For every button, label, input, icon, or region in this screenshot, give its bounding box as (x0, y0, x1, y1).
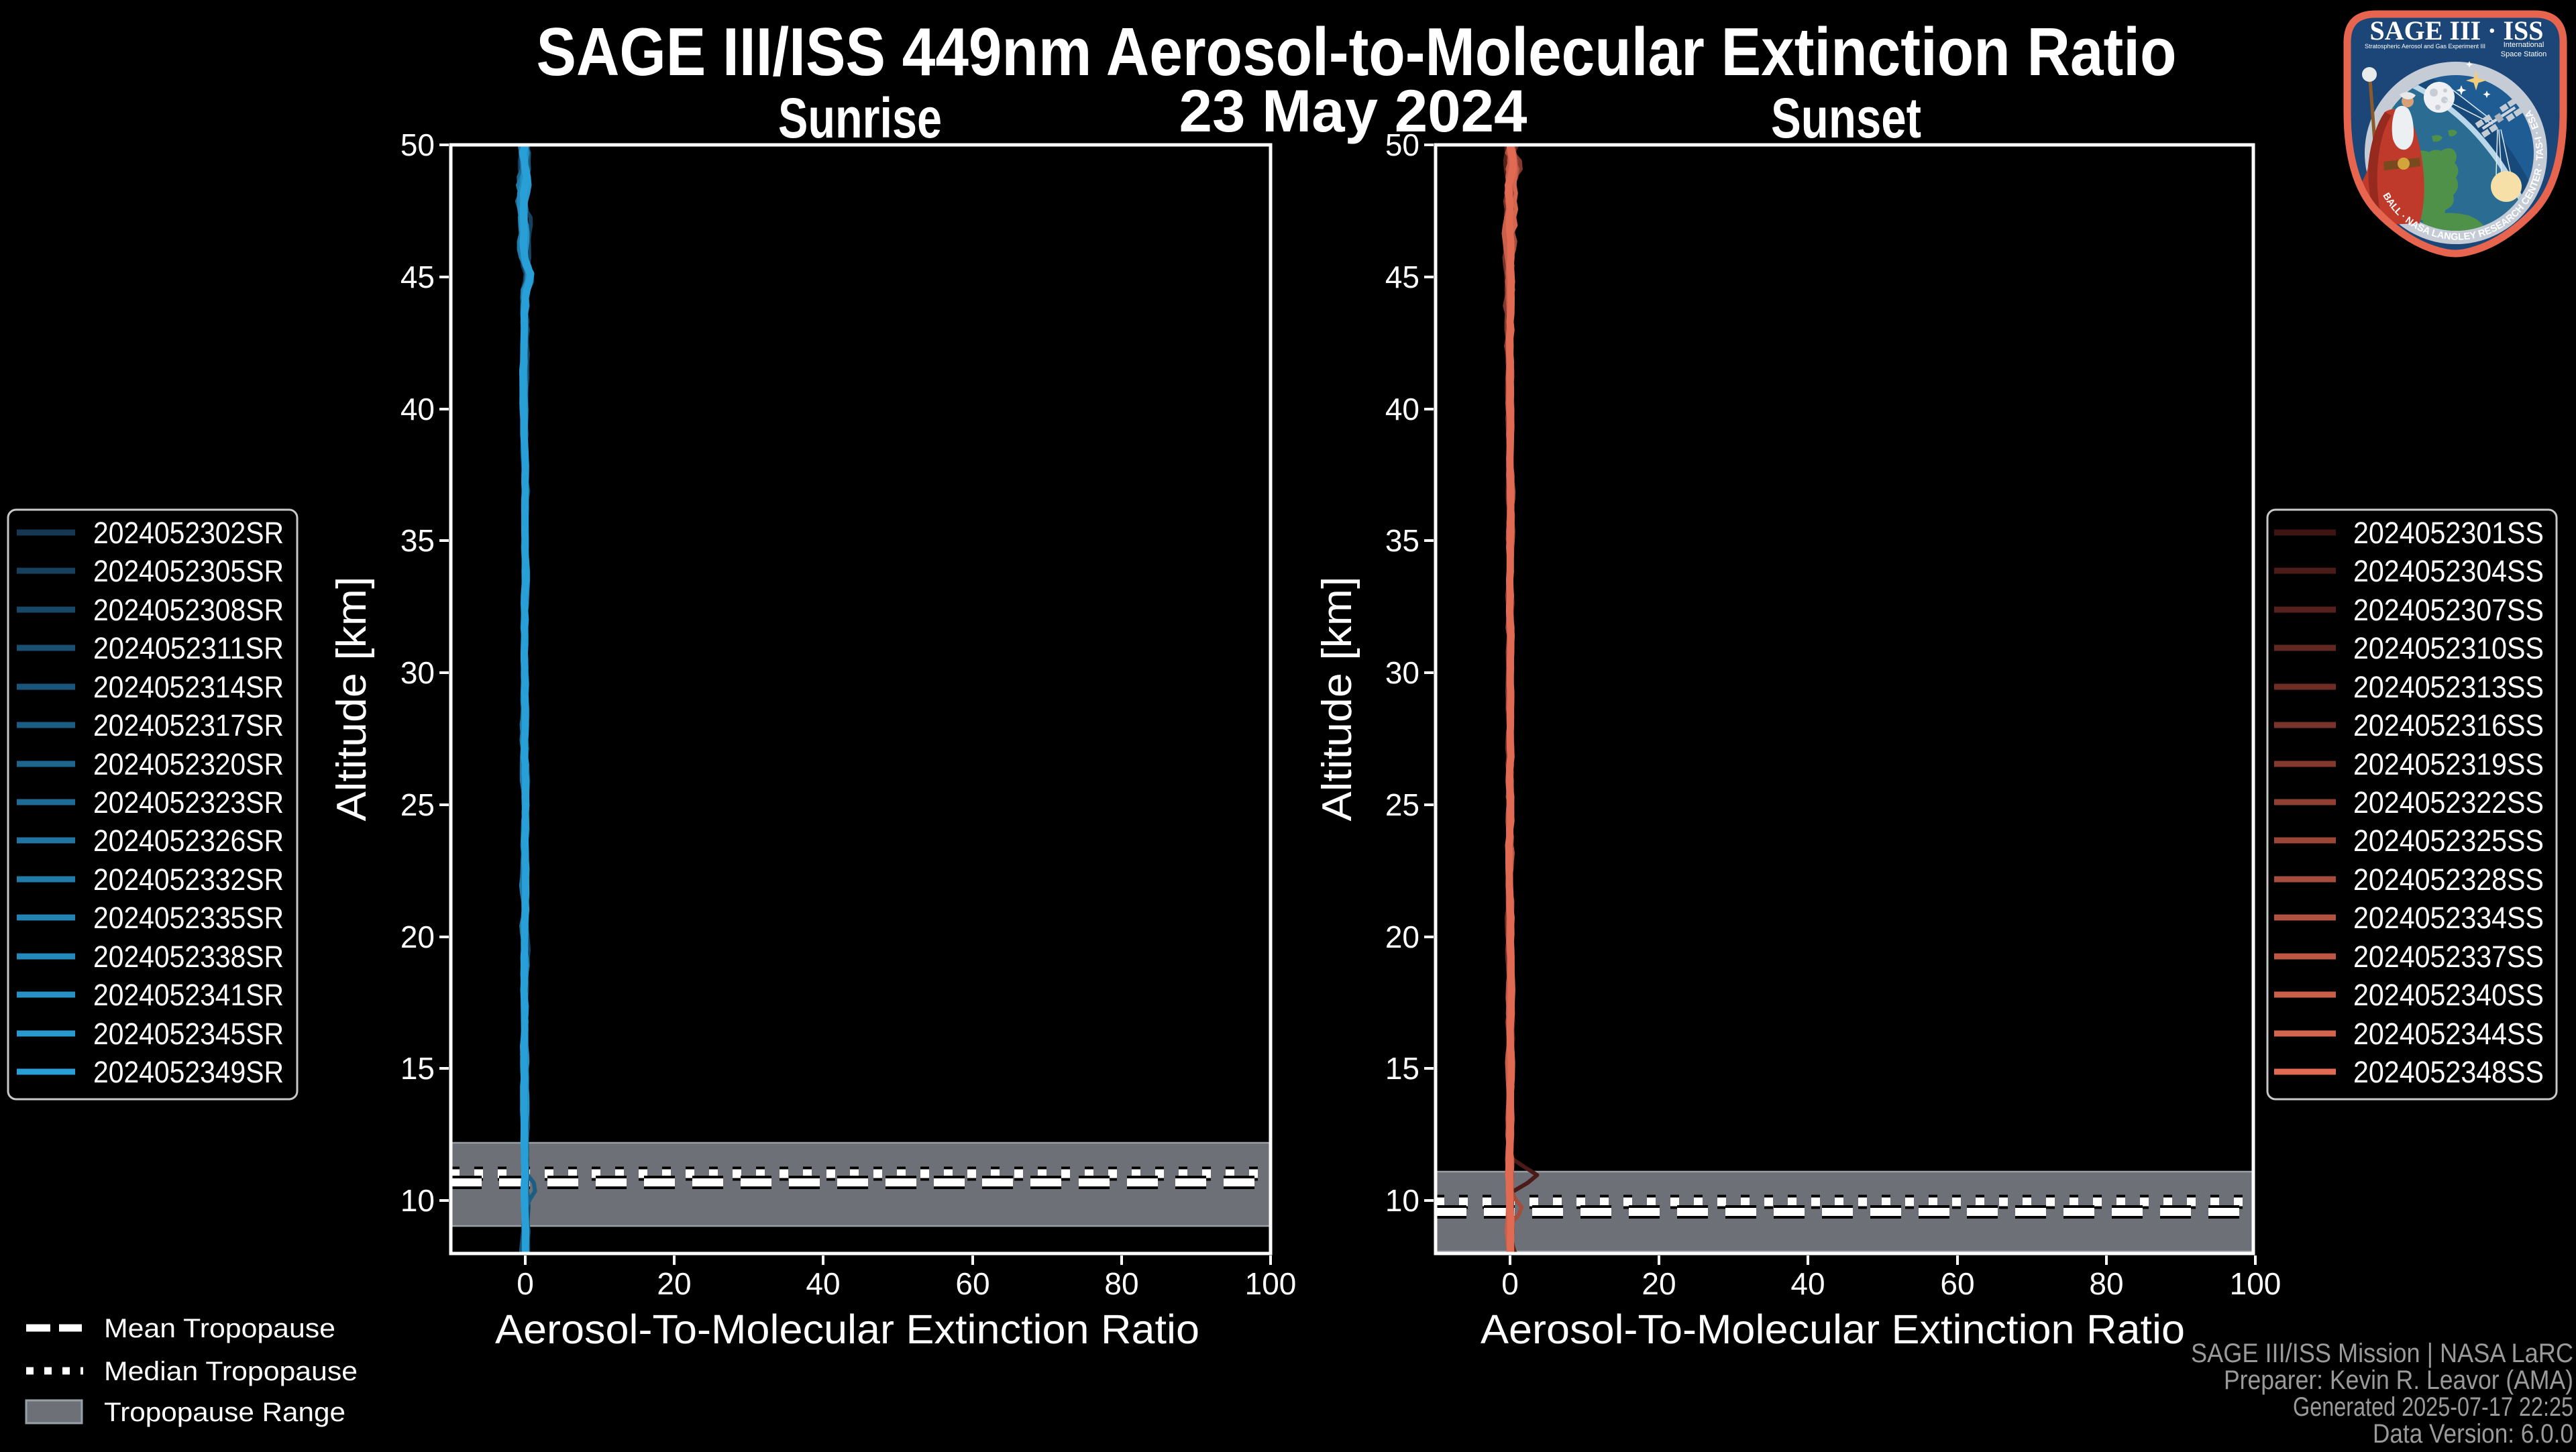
svg-text:2024052314SR: 2024052314SR (93, 670, 284, 704)
svg-text:60: 60 (955, 1266, 989, 1301)
svg-text:35: 35 (400, 523, 435, 558)
svg-text:Space Station: Space Station (2501, 50, 2547, 58)
svg-text:40: 40 (806, 1266, 840, 1301)
svg-text:Tropopause Range: Tropopause Range (104, 1398, 345, 1427)
svg-text:2024052319SS: 2024052319SS (2353, 747, 2544, 781)
svg-text:2024052304SS: 2024052304SS (2353, 554, 2544, 588)
svg-text:30: 30 (400, 655, 435, 690)
svg-text:Aerosol-To-Molecular Extinctio: Aerosol-To-Molecular Extinction Ratio (1481, 1306, 2185, 1352)
svg-text:10: 10 (400, 1183, 435, 1218)
svg-text:2024052320SR: 2024052320SR (93, 747, 284, 781)
svg-text:Altitude [km]: Altitude [km] (329, 577, 375, 822)
svg-text:2024052340SS: 2024052340SS (2353, 978, 2544, 1012)
svg-text:25: 25 (1385, 787, 1419, 822)
svg-text:25: 25 (400, 787, 435, 822)
svg-text:40: 40 (1790, 1266, 1825, 1301)
svg-text:0: 0 (1501, 1266, 1519, 1301)
svg-text:15: 15 (400, 1051, 435, 1086)
svg-text:2024052308SR: 2024052308SR (93, 593, 284, 627)
svg-text:2024052317SR: 2024052317SR (93, 708, 284, 742)
svg-text:Generated 2025-07-17 22:25: Generated 2025-07-17 22:25 (2293, 1392, 2573, 1422)
svg-text:35: 35 (1385, 523, 1419, 558)
svg-text:Sunset: Sunset (1771, 87, 1921, 150)
svg-text:20: 20 (400, 919, 435, 954)
svg-text:SAGE III · ISS: SAGE III · ISS (2369, 15, 2543, 46)
svg-text:40: 40 (400, 392, 435, 427)
svg-text:Stratospheric Aerosol and Gas: Stratospheric Aerosol and Gas Experiment… (2365, 43, 2485, 50)
svg-text:20: 20 (1642, 1266, 1676, 1301)
svg-text:2024052307SS: 2024052307SS (2353, 593, 2544, 627)
svg-text:2024052334SS: 2024052334SS (2353, 901, 2544, 935)
svg-text:2024052325SS: 2024052325SS (2353, 824, 2544, 858)
svg-text:2024052302SR: 2024052302SR (93, 516, 284, 550)
svg-text:50: 50 (400, 127, 435, 162)
svg-text:45: 45 (1385, 260, 1419, 294)
svg-text:2024052323SR: 2024052323SR (93, 785, 284, 820)
svg-text:2024052322SS: 2024052322SS (2353, 785, 2544, 820)
svg-text:100: 100 (2230, 1266, 2282, 1301)
svg-text:10: 10 (1385, 1183, 1419, 1218)
svg-text:Preparer: Kevin R. Leavor (AMA: Preparer: Kevin R. Leavor (AMA) (2224, 1365, 2573, 1395)
svg-text:15: 15 (1385, 1051, 1419, 1086)
svg-text:2024052344SS: 2024052344SS (2353, 1017, 2544, 1051)
svg-text:2024052341SR: 2024052341SR (93, 978, 284, 1012)
svg-text:50: 50 (1385, 127, 1419, 162)
svg-text:2024052311SR: 2024052311SR (93, 631, 284, 665)
svg-text:2024052348SS: 2024052348SS (2353, 1055, 2544, 1089)
svg-text:Altitude [km]: Altitude [km] (1314, 577, 1360, 822)
svg-text:SAGE III/ISS 449nm Aerosol-to-: SAGE III/ISS 449nm Aerosol-to-Molecular … (537, 15, 2177, 90)
svg-text:Median Tropopause: Median Tropopause (104, 1357, 358, 1386)
svg-text:Sunrise: Sunrise (778, 87, 942, 150)
svg-text:2024052332SR: 2024052332SR (93, 862, 284, 897)
svg-text:2024052326SR: 2024052326SR (93, 824, 284, 858)
svg-text:23 May 2024: 23 May 2024 (1179, 77, 1527, 144)
svg-text:2024052337SS: 2024052337SS (2353, 940, 2544, 974)
svg-text:Mean Tropopause: Mean Tropopause (104, 1314, 335, 1343)
svg-text:2024052313SS: 2024052313SS (2353, 670, 2544, 704)
svg-text:60: 60 (1940, 1266, 1974, 1301)
svg-text:30: 30 (1385, 655, 1419, 690)
svg-text:2024052335SR: 2024052335SR (93, 901, 284, 935)
svg-text:2024052345SR: 2024052345SR (93, 1017, 284, 1051)
svg-text:2024052316SS: 2024052316SS (2353, 708, 2544, 742)
svg-text:80: 80 (2089, 1266, 2123, 1301)
svg-text:20: 20 (1385, 919, 1419, 954)
svg-text:0: 0 (517, 1266, 534, 1301)
svg-text:International: International (2504, 41, 2544, 49)
svg-text:Aerosol-To-Molecular Extinctio: Aerosol-To-Molecular Extinction Ratio (495, 1306, 1199, 1352)
svg-text:45: 45 (400, 260, 435, 294)
svg-text:100: 100 (1245, 1266, 1297, 1301)
svg-text:2024052338SR: 2024052338SR (93, 940, 284, 974)
svg-text:SAGE III/ISS Mission | NASA La: SAGE III/ISS Mission | NASA LaRC (2191, 1339, 2573, 1368)
svg-text:Data Version: 6.0.0: Data Version: 6.0.0 (2373, 1419, 2573, 1449)
svg-text:2024052310SS: 2024052310SS (2353, 631, 2544, 665)
svg-text:2024052301SS: 2024052301SS (2353, 516, 2544, 550)
svg-text:40: 40 (1385, 392, 1419, 427)
svg-text:2024052328SS: 2024052328SS (2353, 862, 2544, 897)
svg-text:80: 80 (1104, 1266, 1138, 1301)
svg-text:2024052349SR: 2024052349SR (93, 1055, 284, 1089)
svg-text:2024052305SR: 2024052305SR (93, 554, 284, 588)
svg-text:20: 20 (657, 1266, 691, 1301)
